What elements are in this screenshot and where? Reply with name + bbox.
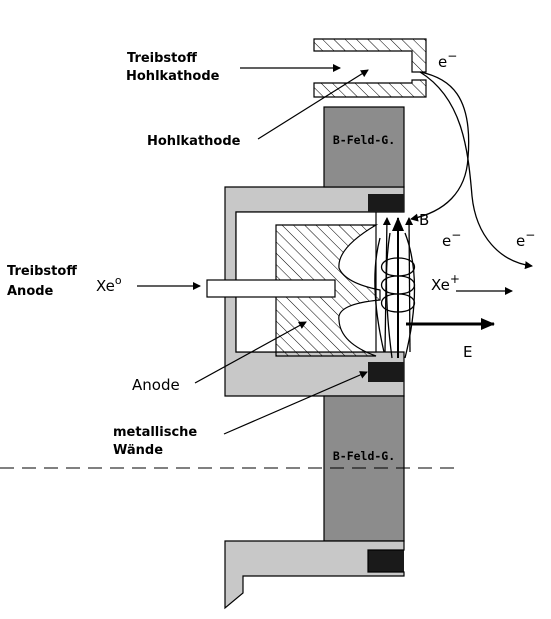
- pole-top: [368, 194, 404, 212]
- label-anode: Anode: [132, 376, 180, 394]
- bottom-bracket: [224, 540, 405, 610]
- label-metallische-1: metallische: [113, 425, 197, 440]
- label-e-field: E: [463, 343, 472, 361]
- pole-bottom: [368, 550, 404, 572]
- label-e-minus-right: e−: [516, 228, 535, 250]
- leader-hohlkathode: [257, 69, 369, 140]
- label-e-minus-top: e−: [438, 49, 457, 71]
- label-e-minus-mid: e−: [442, 228, 461, 250]
- hollow-cathode: [313, 38, 427, 98]
- label-treibstoff-anode-2: Anode: [7, 284, 54, 299]
- leader-anode: [194, 321, 307, 384]
- leader-metallische-waende: [223, 371, 368, 435]
- b-field-arrow-2: [382, 217, 391, 353]
- label-treibstoff-hohlkathode-2: Hohlkathode: [126, 69, 220, 84]
- b-field-arrow-3: [405, 217, 414, 353]
- label-treibstoff-hohlkathode-1: Treibstoff: [127, 51, 197, 66]
- label-bfeld-top: B-Feld-G.: [333, 133, 395, 147]
- magnet-top: [323, 106, 405, 188]
- label-xe0: Xeo: [96, 274, 122, 295]
- anode-feed-tube: [206, 279, 336, 298]
- label-treibstoff-anode-1: Treibstoff: [7, 264, 77, 279]
- pole-mid: [368, 362, 404, 382]
- label-xe-plus: Xe+: [431, 272, 460, 294]
- label-metallische-2: Wände: [113, 443, 163, 458]
- label-hohlkathode: Hohlkathode: [147, 134, 241, 149]
- label-b-field: B: [419, 211, 429, 229]
- electron-path-outward: [419, 71, 533, 270]
- label-bfeld-bottom: B-Feld-G.: [333, 449, 395, 463]
